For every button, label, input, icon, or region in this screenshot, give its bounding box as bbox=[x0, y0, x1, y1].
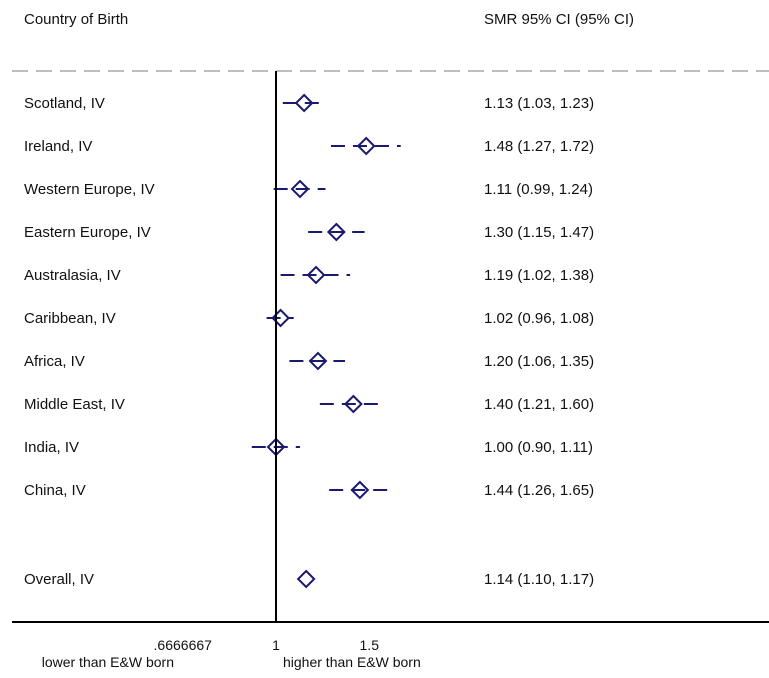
row-label: Eastern Europe, IV bbox=[24, 224, 151, 241]
forest-row: Middle East, IV 1.40 (1.21, 1.60) bbox=[24, 394, 594, 414]
row-label: Middle East, IV bbox=[24, 396, 125, 413]
forest-row: Western Europe, IV 1.11 (0.99, 1.24) bbox=[24, 179, 593, 199]
ci-value: 1.02 (0.96, 1.08) bbox=[484, 310, 594, 327]
row-label: China, IV bbox=[24, 482, 86, 499]
point-estimate-marker bbox=[343, 394, 363, 414]
header-country-of-birth: Country of Birth bbox=[24, 11, 128, 28]
overall-label: Overall, IV bbox=[24, 571, 94, 588]
forest-row: India, IV 1.00 (0.90, 1.11) bbox=[24, 437, 593, 457]
row-label: Australasia, IV bbox=[24, 267, 121, 284]
x-caption-left: lower than E&W born bbox=[42, 654, 174, 670]
point-estimate-marker bbox=[356, 136, 376, 156]
row-label: Scotland, IV bbox=[24, 95, 105, 112]
forest-row: Australasia, IV 1.19 (1.02, 1.38) bbox=[24, 265, 594, 285]
row-label: Africa, IV bbox=[24, 353, 85, 370]
row-label: Caribbean, IV bbox=[24, 310, 116, 327]
ci-value: 1.11 (0.99, 1.24) bbox=[484, 181, 593, 198]
ci-value: 1.19 (1.02, 1.38) bbox=[484, 267, 594, 284]
x-caption-right: higher than E&W born bbox=[283, 654, 421, 670]
rows-layer: Scotland, IV 1.13 (1.03, 1.23) Ireland, IV… bbox=[24, 93, 594, 589]
forest-row: Eastern Europe, IV 1.30 (1.15, 1.47) bbox=[24, 222, 594, 242]
point-estimate-marker bbox=[306, 265, 326, 285]
forest-row: Caribbean, IV 1.02 (0.96, 1.08) bbox=[24, 308, 594, 328]
ci-value: 1.30 (1.15, 1.47) bbox=[484, 224, 594, 241]
ci-value: 1.00 (0.90, 1.11) bbox=[484, 439, 593, 456]
ci-value: 1.20 (1.06, 1.35) bbox=[484, 353, 594, 370]
x-tick-label: .6666667 bbox=[154, 637, 213, 653]
forest-row: Scotland, IV 1.13 (1.03, 1.23) bbox=[24, 93, 594, 113]
x-tick-label: 1 bbox=[272, 637, 280, 653]
forest-row: Ireland, IV 1.48 (1.27, 1.72) bbox=[24, 136, 594, 156]
forest-row: Africa, IV 1.20 (1.06, 1.35) bbox=[24, 351, 594, 371]
forest-row: China, IV 1.44 (1.26, 1.65) bbox=[24, 480, 594, 500]
point-estimate-marker bbox=[294, 93, 314, 113]
x-tick-label: 1.5 bbox=[360, 637, 380, 653]
ci-value: 1.44 (1.26, 1.65) bbox=[484, 482, 594, 499]
row-label: Western Europe, IV bbox=[24, 181, 155, 198]
ci-value: 1.13 (1.03, 1.23) bbox=[484, 95, 594, 112]
ci-value: 1.48 (1.27, 1.72) bbox=[484, 138, 594, 155]
point-estimate-marker bbox=[326, 222, 346, 242]
overall-diamond bbox=[296, 569, 316, 589]
overall-ci-value: 1.14 (1.10, 1.17) bbox=[484, 571, 594, 588]
x-ticks-layer: .6666667 1 1.5 bbox=[154, 637, 380, 653]
row-label: India, IV bbox=[24, 439, 79, 456]
point-estimate-marker bbox=[308, 351, 328, 371]
header-smr-ci: SMR 95% CI (95% CI) bbox=[484, 11, 634, 28]
row-label: Ireland, IV bbox=[24, 138, 92, 155]
ci-value: 1.40 (1.21, 1.60) bbox=[484, 396, 594, 413]
point-estimate-marker bbox=[290, 179, 310, 199]
point-estimate-marker bbox=[350, 480, 370, 500]
overall-row: Overall, IV 1.14 (1.10, 1.17) bbox=[24, 569, 594, 589]
